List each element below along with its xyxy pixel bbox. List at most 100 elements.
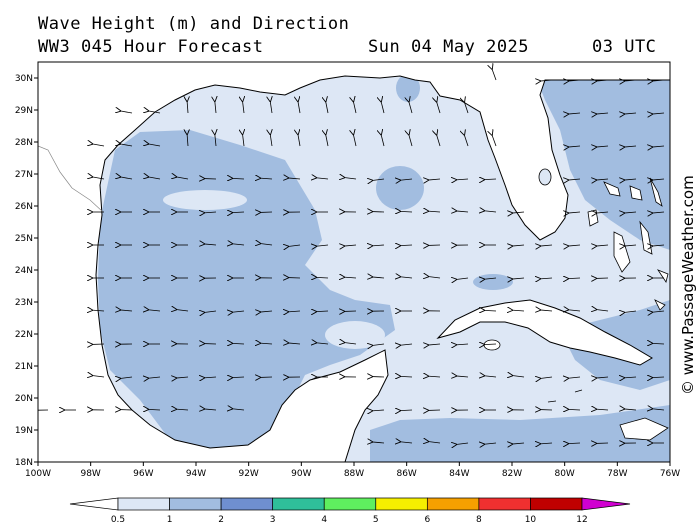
wave-arrow [260,178,273,179]
x-tick-label: 96W [133,469,153,479]
wave-arrow [270,101,272,114]
wave-arrow [120,111,133,113]
wave-arrow [624,212,637,213]
wave-arrow [148,409,161,410]
wave-arrow [484,376,497,377]
legend-swatch [530,497,583,511]
wave-arrow [326,134,329,147]
x-axis-ticks: 100W 98W 96W 94W 92W 90W 88W 86W 84W 82W 80W 78W 76W [25,462,680,479]
wave-arrow [372,179,385,180]
wave-arrow [512,245,525,246]
legend-label: 10 [525,515,537,525]
wave-arrow [568,278,581,279]
wave-arrow [540,80,553,81]
wave-arrow [215,101,216,114]
y-tick-label: 29N [15,106,33,116]
wave-arrow [596,80,609,81]
wave-arrow [596,377,609,378]
wave-arrow [624,377,637,378]
wave-arrow [652,409,665,410]
wave-arrow [344,277,357,278]
wave-arrow [400,410,413,411]
wave-arrow [316,178,329,179]
watermark-text: © www.PassageWeather.com [679,175,697,395]
wave-arrow [624,245,637,246]
wave-arrow [484,179,497,180]
wave-arrow [400,376,413,377]
wave-arrow [568,146,581,147]
wave-arrow [187,101,188,114]
wave-arrow [148,144,161,146]
legend-label: 8 [476,515,482,525]
lake-okeechobee [538,168,552,186]
wave-arrow [484,443,497,444]
wave-arrow [176,177,189,179]
wave-arrow [232,343,245,344]
wave-arrow [456,179,469,180]
legend-label: 0.5 [111,515,125,525]
x-tick-label: 88W [344,469,364,479]
wave-arrow [456,376,469,377]
x-tick-label: 86W [396,469,416,479]
wave-arrow [568,212,581,213]
wave-arrow [492,135,497,147]
wave-arrow [316,277,329,278]
x-tick-label: 90W [291,469,311,479]
wave-arrow [215,134,216,147]
wave-arrow [568,80,581,81]
wave-arrow [316,311,329,312]
legend-swatch [478,497,531,511]
x-tick-label: 94W [186,469,206,479]
wave-arrow [148,111,161,113]
wave-arrow [288,178,301,179]
land-jamaica [619,417,669,441]
legend-label: 1 [167,515,173,525]
wave-arrow [652,179,665,180]
forecast-date: Sun 04 May 2025 [368,37,530,57]
wave-arrow [492,69,497,81]
wave-arrow [540,310,553,311]
wave-arrow [260,244,273,245]
wave-arrow [624,146,637,147]
wave-arrow [204,244,217,245]
wave-arrow [204,409,217,410]
wave-arrow [512,443,525,444]
wave-arrow [540,377,553,378]
wave-arrow [381,101,385,114]
wave-band-1m-patch [396,74,420,102]
border-us-mexico [38,145,104,213]
wave-arrow [624,113,637,114]
legend-swatch [375,497,428,511]
wave-arrow [596,146,609,147]
wave-arrow [176,377,189,378]
wave-arrow [512,212,525,213]
wave-arrow [400,442,413,443]
land-cayman [547,389,583,403]
wave-arrow [232,377,245,378]
y-axis-ticks: 18N 19N 20N 21N 22N 23N 24N 25N 26N 27N 28N 29N 30N [15,74,38,468]
wave-arrow [92,310,105,311]
wave-arrow [456,443,469,444]
x-tick-label: 82W [502,469,522,479]
wave-arrow [652,146,665,147]
wave-direction-arrows [38,69,665,445]
wave-arrow [316,245,329,246]
x-tick-label: 100W [25,469,51,479]
y-tick-label: 19N [15,426,33,436]
wave-arrow [120,177,133,179]
wave-arrow [381,134,385,147]
wave-band-1m-patch [473,274,513,290]
wave-arrow [428,376,441,377]
wave-arrow [260,311,273,312]
y-tick-label: 25N [15,234,33,244]
wave-arrow [484,211,497,212]
y-tick-label: 28N [15,138,33,148]
wave-arrow [624,311,637,312]
wave-arrow [400,344,413,345]
legend-label: 5 [373,515,379,525]
wave-arrow [232,311,245,312]
wave-band-1m-atlantic [530,62,670,250]
wave-arrow [436,135,441,147]
wave-arrow [568,113,581,114]
wave-arrow [92,376,105,377]
